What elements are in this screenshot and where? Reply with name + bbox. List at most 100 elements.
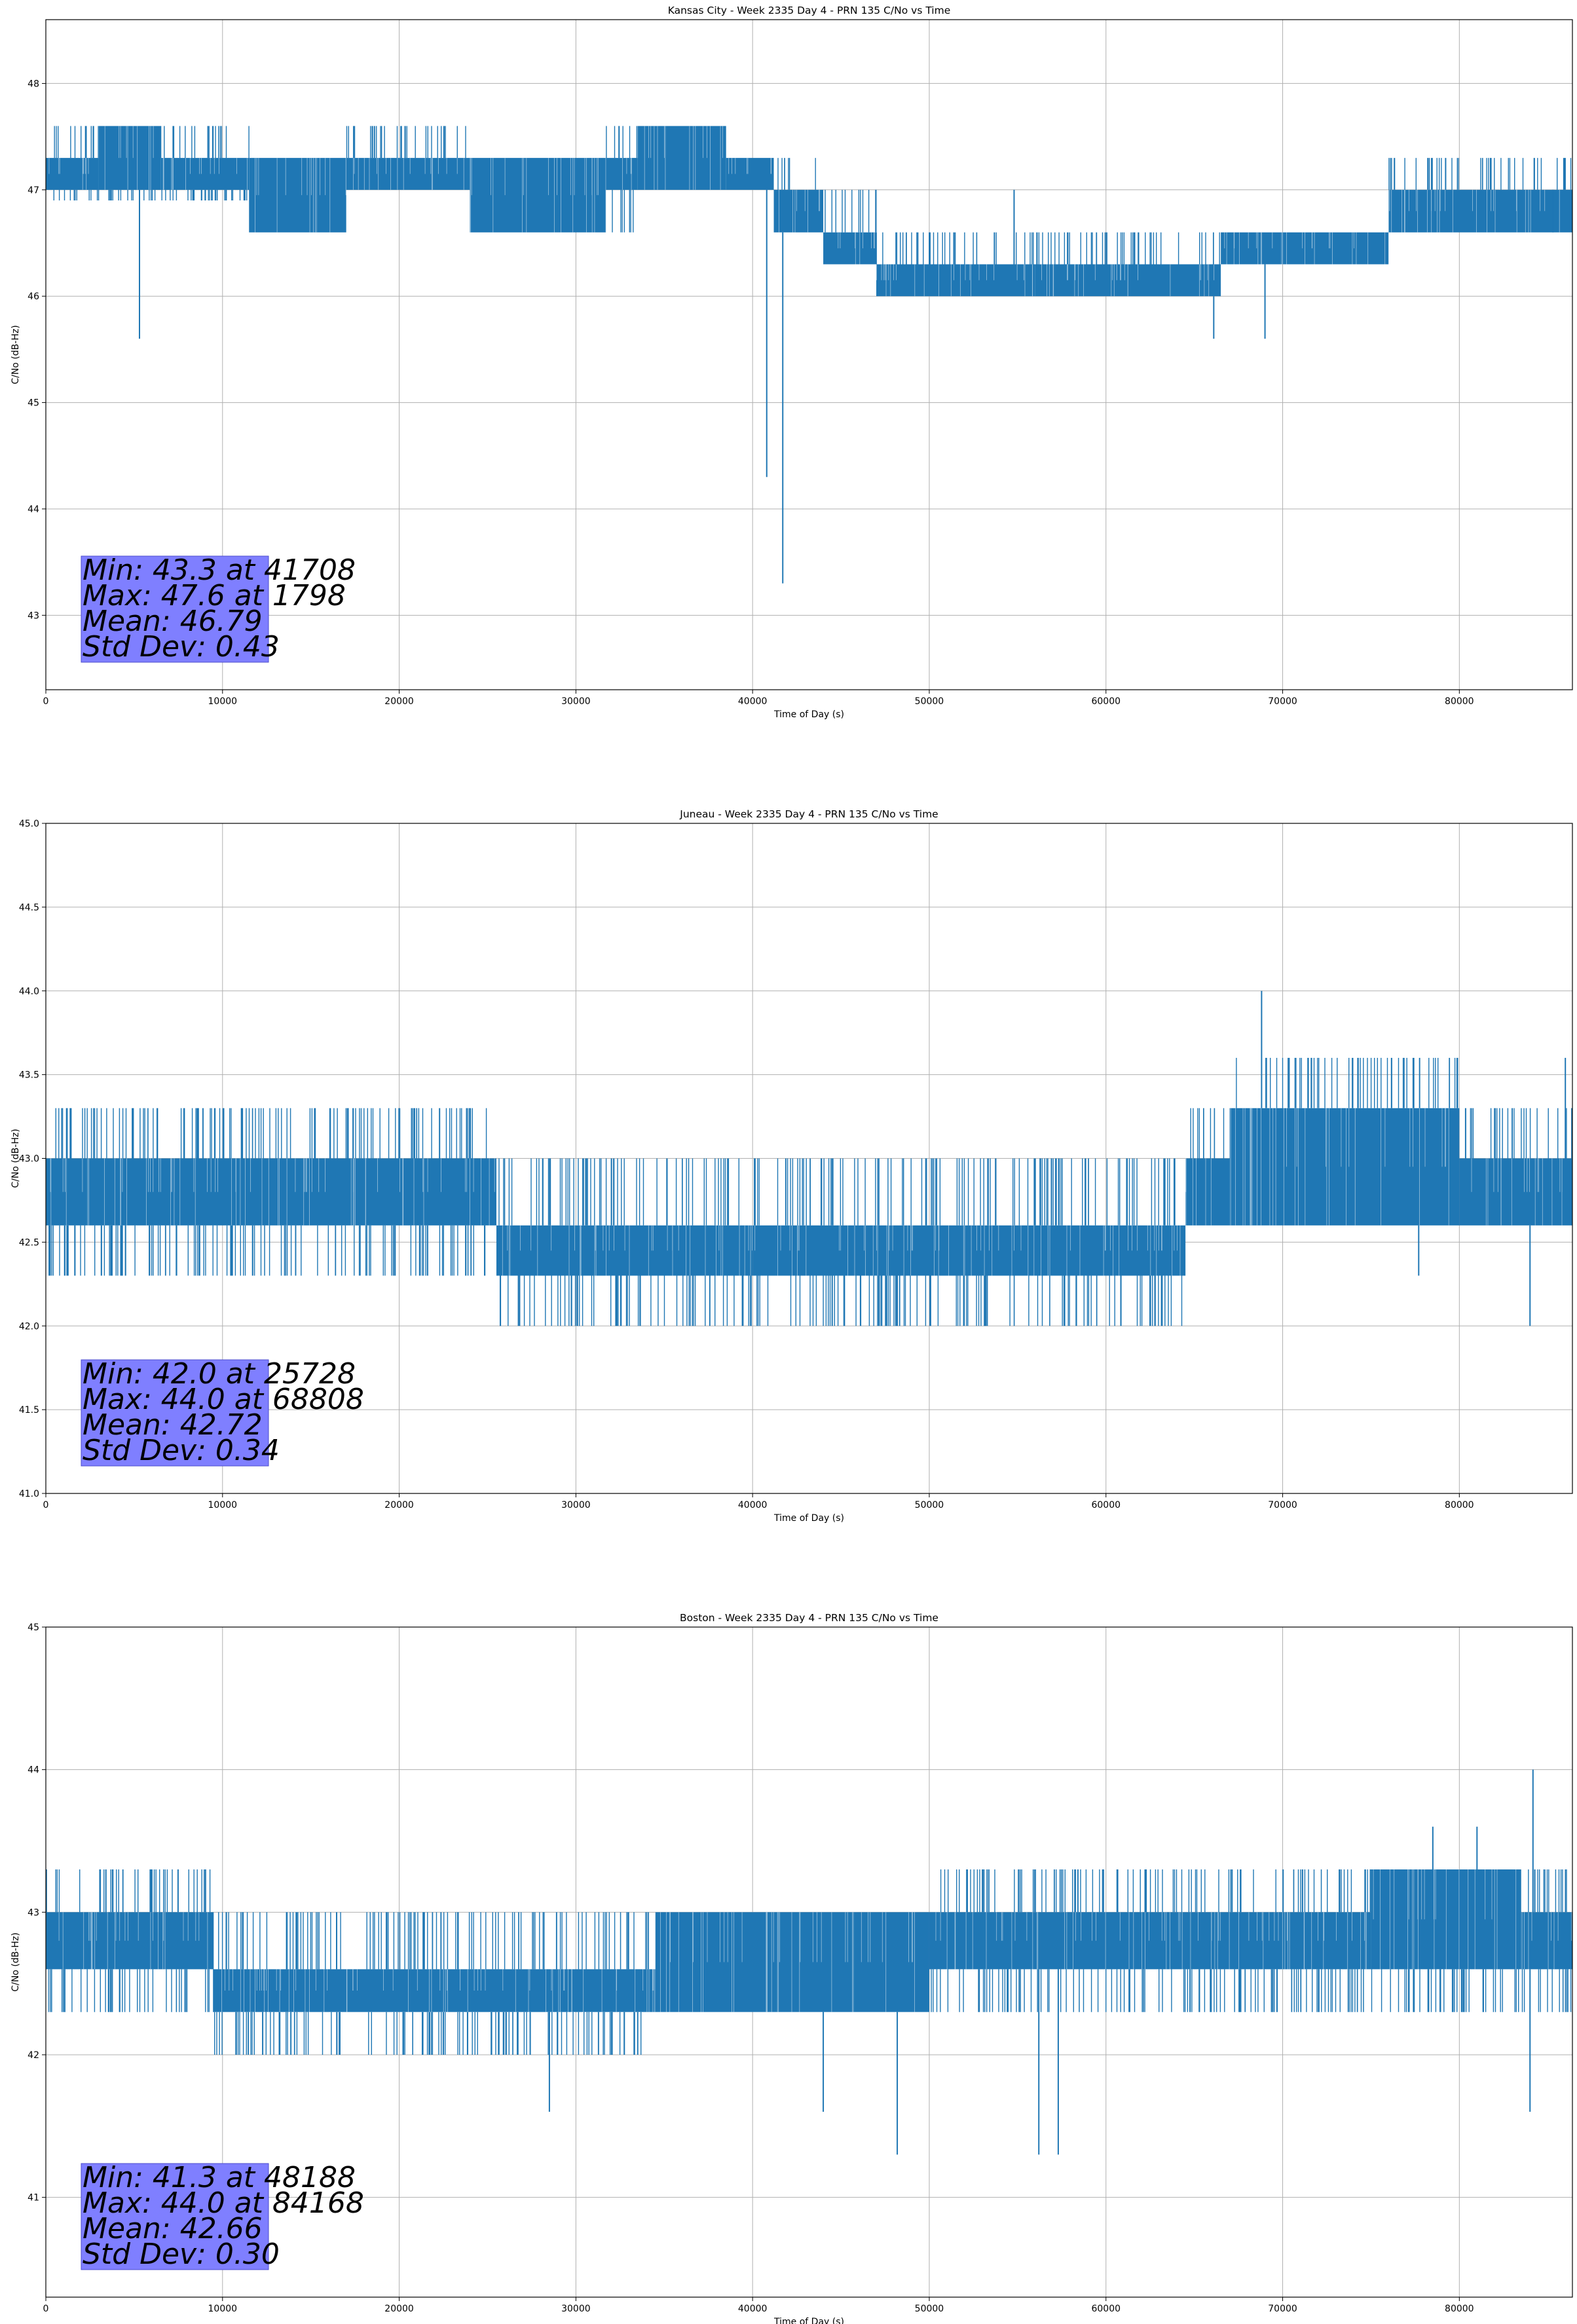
chart-3-flicker-up-1: [218, 1912, 649, 1970]
chart-2-y-tick-label-6: 44.0: [19, 986, 39, 997]
chart-3: 0 10000 20000 30000 40000 50000 60000 70000 8000…: [10, 1612, 1573, 2324]
chart-2-band-texture-4: [1230, 1108, 1449, 1226]
chart-1-title: Kansas City - Week 2335 Day 4 - PRN 135 …: [668, 5, 951, 16]
chart-2-flicker-up-1: [498, 1158, 739, 1226]
chart-1-band-3: [249, 158, 346, 233]
chart-1-y-tick-label-5: 48: [28, 79, 39, 89]
chart-3-x-tick-label-7: 70000: [1268, 2304, 1297, 2314]
chart-3-band-0: [46, 1912, 214, 1970]
chart-1-band-texture-5: [470, 158, 606, 233]
chart-1-band-6: [606, 158, 638, 190]
chart-3-x-tick-label-5: 50000: [915, 2304, 944, 2314]
chart-1-band-texture-0: [48, 158, 89, 190]
chart-3-flicker-down-3: [931, 1969, 1572, 2012]
chart-1-x-tick-label-4: 40000: [738, 696, 768, 707]
chart-1-flicker-up-4: [777, 158, 816, 190]
chart-2-flicker-up-0: [55, 1108, 487, 1159]
chart-2-y-axis-label: C/No (dB-Hz): [10, 1129, 21, 1188]
chart-3-flicker-down-0: [48, 1969, 214, 2012]
chart-3-x-tick-label-3: 30000: [561, 2304, 591, 2314]
chart-2-y-tick-label-1: 41.5: [19, 1405, 39, 1415]
chart-3-flicker-up-0: [46, 1869, 211, 1913]
chart-2-x-tick-label-0: 0: [43, 1500, 49, 1510]
chart-3-stats-background: [81, 2163, 269, 2270]
chart-1-flicker-up-6: [876, 232, 1034, 265]
chart-2-band-5: [1459, 1158, 1572, 1226]
chart-2-x-tick-label-2: 20000: [384, 1500, 414, 1510]
chart-1-band-1: [98, 126, 161, 190]
chart-3-y-axis-label: C/No (dB-Hz): [10, 1932, 21, 1991]
chart-3-plot-frame: [45, 1626, 1573, 2298]
chart-1-flicker-down-0: [53, 189, 248, 200]
chart-1-flicker-up-7: [1036, 232, 1220, 265]
chart-3-y-tick-label-1: 42: [28, 2050, 39, 2061]
chart-2-y-tick-label-7: 44.5: [19, 903, 39, 913]
chart-1-y-tick-label-3: 46: [28, 291, 39, 302]
chart-2-flicker-down-0: [48, 1225, 486, 1276]
chart-1-band-2: [160, 158, 250, 190]
chart-1-x-tick-label-5: 50000: [915, 696, 944, 707]
chart-1-x-axis-label: Time of Day (s): [773, 709, 844, 720]
chart-1-band-texture-1: [104, 126, 154, 190]
chart-1-band-texture-3: [255, 158, 346, 233]
chart-2-flicker-up-3: [1190, 1108, 1225, 1159]
chart-2-band-texture-3: [1185, 1158, 1212, 1226]
chart-2-flicker-down-2: [756, 1275, 1183, 1326]
chart-1-band-texture-13: [1224, 232, 1389, 265]
chart-2-x-tick-label-6: 60000: [1091, 1500, 1121, 1510]
chart-1-stats-line-2: Mean: 46.79: [83, 605, 263, 638]
chart-1-flicker-up-9: [1388, 158, 1572, 190]
chart-2-band-texture-1: [502, 1225, 753, 1276]
chart-1-stats-line-3: Std Dev: 0.43: [83, 630, 280, 664]
chart-1-flicker-up-0: [54, 126, 99, 159]
chart-1-x-tick-label-1: 10000: [208, 696, 238, 707]
chart-1-x-tick-label-6: 60000: [1091, 696, 1121, 707]
chart-2-y-tick-label-3: 42.5: [19, 1237, 39, 1248]
chart-3-title: Boston - Week 2335 Day 4 - PRN 135 C/No …: [680, 1612, 938, 1624]
chart-3-x-tick-label-0: 0: [43, 2304, 49, 2314]
chart-1: 0 10000 20000 30000 40000 50000 60000 70000 8000…: [10, 5, 1573, 720]
chart-1-x-tick-label-8: 80000: [1445, 696, 1474, 707]
chart-3-stats-line-1: Max: 44.0 at 84168: [83, 2186, 364, 2220]
chart-1-y-tick-label-4: 47: [28, 185, 39, 196]
chart-3-series: [46, 1769, 1572, 2155]
chart-3-band-5: [1521, 1912, 1572, 1970]
chart-3-y-tick-label-2: 43: [28, 1907, 39, 1918]
chart-2-x-tick-label-4: 40000: [738, 1500, 768, 1510]
chart-3-band-1: [213, 1969, 656, 2012]
chart-1-x-tick-label-3: 30000: [561, 696, 591, 707]
chart-1-plot-frame: [45, 19, 1573, 690]
chart-2-x-axis-label: Time of Day (s): [773, 1513, 844, 1524]
chart-3-stats-line-0: Min: 41.3 at 48188: [83, 2161, 356, 2194]
chart-3-x-tick-label-4: 40000: [738, 2304, 768, 2314]
chart-3-x-axis-label: Time of Day (s): [773, 2317, 844, 2324]
chart-2-x-tick-label-3: 30000: [561, 1500, 591, 1510]
chart-1-flicker-up-1: [160, 126, 250, 159]
chart-3-x-tick-label-2: 20000: [384, 2304, 414, 2314]
chart-2-y-tick-label-5: 43.5: [19, 1070, 39, 1081]
chart-2-band-3: [1185, 1158, 1230, 1226]
chart-1-stats-line-1: Max: 47.6 at 1798: [83, 579, 346, 612]
chart-2-x-tick-label-8: 80000: [1445, 1500, 1474, 1510]
chart-2: 0 10000 20000 30000 40000 50000 60000 70000 8000…: [10, 808, 1573, 1524]
chart-3-band-2: [655, 1912, 929, 2012]
chart-3-x-tick-label-8: 80000: [1445, 2304, 1474, 2314]
chart-1-band-texture-6: [622, 158, 632, 190]
chart-2-y-tick-label-2: 42.0: [19, 1321, 39, 1332]
chart-2-stats-line-0: Min: 42.0 at 25728: [83, 1357, 356, 1391]
chart-1-flicker-up-2: [346, 126, 466, 159]
chart-1-band-14: [1388, 189, 1572, 233]
chart-1-band-0: [46, 158, 99, 190]
chart-3-y-tick-label-0: 41: [28, 2193, 39, 2203]
chart-1-x-tick-label-7: 70000: [1268, 696, 1297, 707]
chart-2-title: Juneau - Week 2335 Day 4 - PRN 135 C/No …: [679, 808, 938, 820]
chart-2-stats-line-3: Std Dev: 0.34: [83, 1434, 280, 1467]
chart-2-x-tick-label-1: 10000: [208, 1500, 238, 1510]
chart-2-y-tick-label-4: 43.0: [19, 1154, 39, 1165]
chart-3-band-texture-2: [660, 1912, 915, 2012]
chart-1-band-7: [637, 126, 726, 190]
chart-3-band-texture-0: [58, 1912, 208, 1970]
chart-1-flicker-up-3: [606, 126, 638, 159]
chart-1-band-texture-8: [728, 158, 771, 174]
